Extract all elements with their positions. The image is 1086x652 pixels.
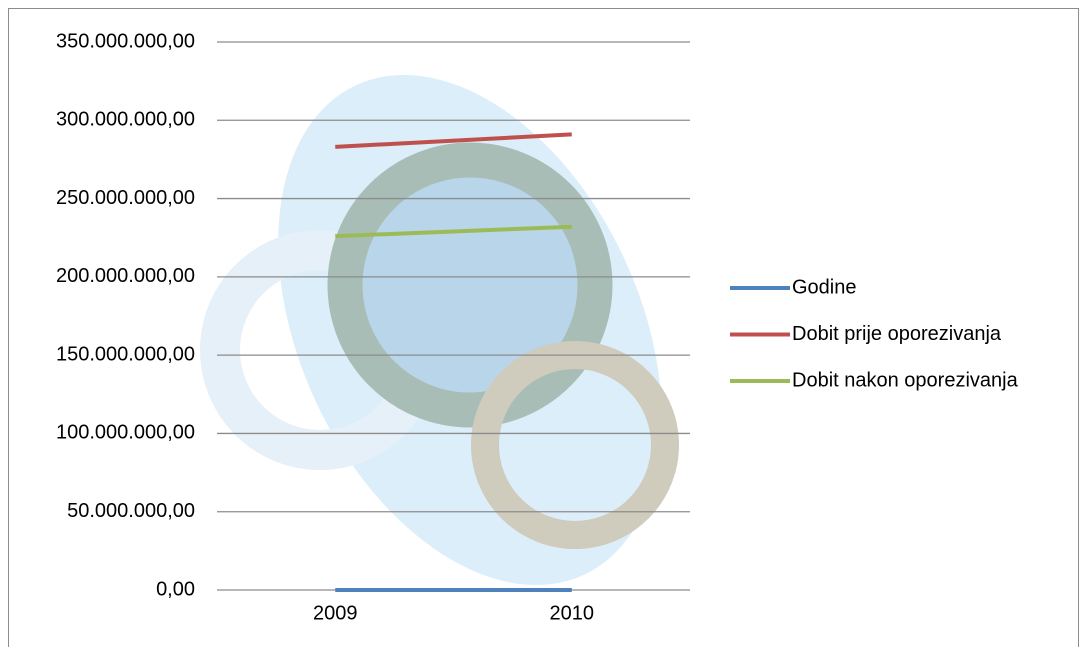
series-line bbox=[335, 132, 572, 149]
legend-label: Dobit nakon oporezivanja bbox=[792, 369, 1019, 391]
legend-label: Dobit prije oporezivanja bbox=[792, 323, 1002, 345]
y-tick-label: 0,00 bbox=[156, 578, 195, 600]
y-tick-label: 150.000.000,00 bbox=[56, 343, 195, 365]
y-tick-label: 350.000.000,00 bbox=[56, 30, 195, 52]
y-tick-label: 50.000.000,00 bbox=[67, 500, 195, 522]
x-tick-label: 2010 bbox=[550, 602, 595, 624]
y-tick-label: 200.000.000,00 bbox=[56, 265, 195, 287]
x-tick-label: 2009 bbox=[313, 602, 358, 624]
background-clipart bbox=[200, 74, 679, 586]
y-tick-label: 100.000.000,00 bbox=[56, 422, 195, 444]
y-tick-label: 300.000.000,00 bbox=[56, 109, 195, 131]
y-tick-label: 250.000.000,00 bbox=[56, 187, 195, 209]
series-line bbox=[335, 224, 572, 239]
legend-label: Godine bbox=[792, 276, 857, 298]
